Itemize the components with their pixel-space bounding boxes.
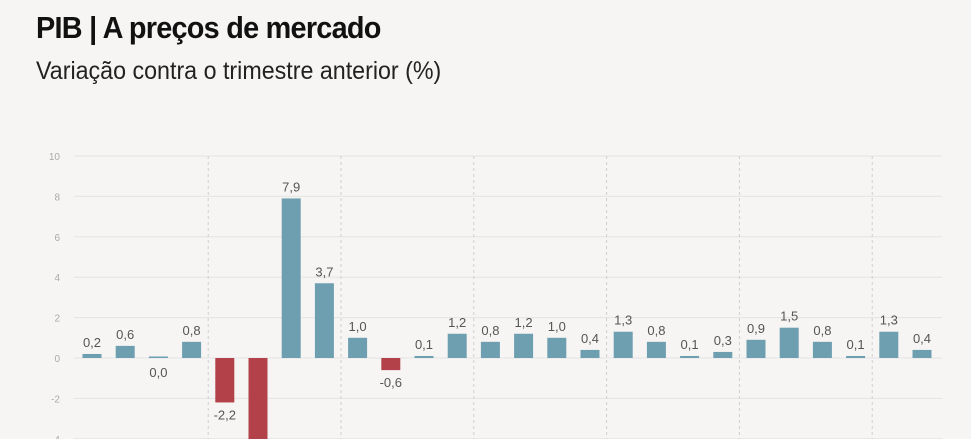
- data-label: 0,4: [581, 331, 599, 346]
- y-tick-label: -4: [51, 435, 60, 439]
- data-label: 0,8: [481, 323, 499, 338]
- bar-8: [348, 337, 368, 358]
- bar-20: [746, 339, 766, 358]
- y-tick-label: -2: [51, 394, 60, 405]
- bar-21: [779, 327, 799, 358]
- data-label: 3,7: [315, 264, 333, 279]
- bar-10: [414, 355, 434, 358]
- bar-0: [82, 353, 102, 358]
- data-label: 0,0: [149, 365, 167, 380]
- bar-18: [680, 355, 700, 358]
- data-label: 0,1: [415, 337, 433, 352]
- bar-25: [912, 349, 932, 358]
- bar-24: [879, 331, 899, 358]
- data-label: 0,8: [813, 323, 831, 338]
- data-label: 1,0: [548, 319, 566, 334]
- bar-23: [846, 355, 866, 358]
- bar-15: [580, 349, 600, 358]
- bar-13: [514, 333, 534, 358]
- data-label: -0,6: [380, 375, 402, 390]
- data-label: 0,1: [847, 337, 865, 352]
- data-label: 0,1: [681, 337, 699, 352]
- y-tick-label: 6: [54, 233, 60, 244]
- data-label: 1,5: [780, 309, 798, 324]
- y-tick-label: 2: [54, 314, 60, 325]
- data-label: 1,3: [880, 313, 898, 328]
- data-label: 0,6: [116, 327, 134, 342]
- data-label: 0,9: [747, 321, 765, 336]
- bar-19: [713, 351, 733, 358]
- bar-22: [812, 341, 832, 358]
- data-label: 1,3: [614, 313, 632, 328]
- data-label: 1,2: [448, 315, 466, 330]
- chart-subtitle: Variação contra o trimestre anterior (%): [36, 57, 442, 85]
- bar-11: [447, 333, 467, 358]
- bar-14: [547, 337, 567, 358]
- bar-5: [248, 358, 268, 439]
- data-label: 7,9: [282, 179, 300, 194]
- bar-16: [613, 331, 633, 358]
- data-label: 0,3: [714, 333, 732, 348]
- y-tick-label: 0: [54, 354, 60, 365]
- data-label: 0,8: [183, 323, 201, 338]
- y-tick-label: 4: [54, 273, 60, 284]
- data-label: 0,2: [83, 335, 101, 350]
- bar-4: [215, 358, 235, 403]
- bar-9: [381, 358, 401, 371]
- data-label: -2,2: [214, 407, 236, 422]
- bar-7: [314, 283, 334, 358]
- data-label: 0,8: [647, 323, 665, 338]
- bar-2: [148, 356, 168, 358]
- bar-17: [646, 341, 666, 358]
- chart-title: PIB | A preços de mercado: [36, 10, 381, 45]
- bar-6: [281, 198, 301, 358]
- y-tick-label: 8: [54, 192, 60, 203]
- bar-3: [182, 341, 202, 358]
- data-label: 1,0: [349, 319, 367, 334]
- bar-1: [115, 345, 135, 358]
- bar-12: [480, 341, 500, 358]
- data-label: 0,4: [913, 331, 931, 346]
- data-label: 1,2: [515, 315, 533, 330]
- y-tick-label: 10: [49, 152, 61, 163]
